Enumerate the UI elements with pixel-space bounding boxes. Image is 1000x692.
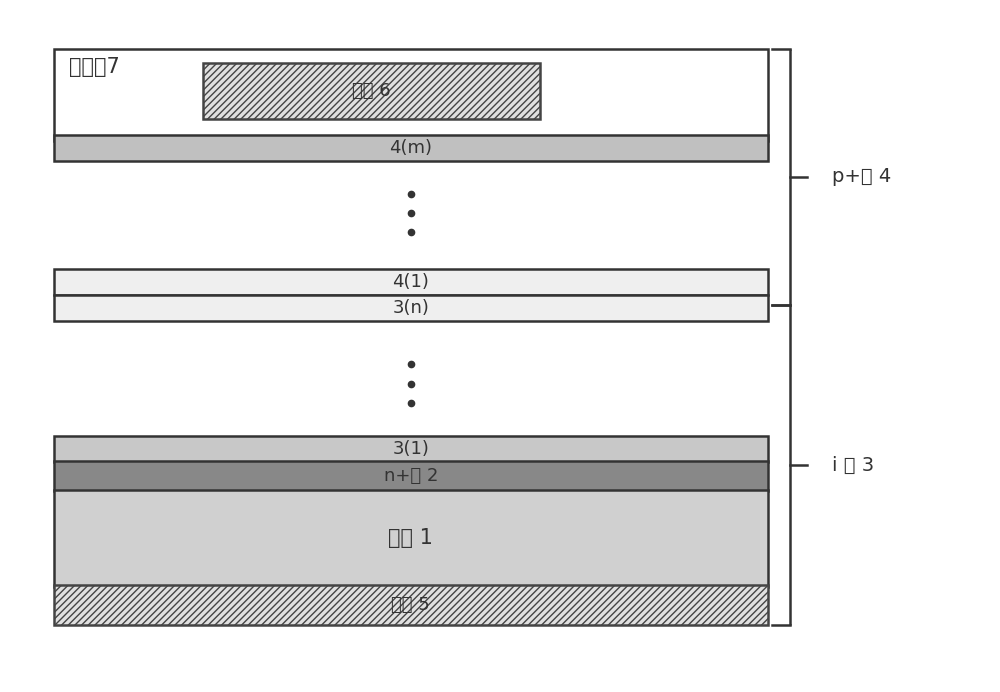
Bar <box>54 136 768 161</box>
Text: 衬底 1: 衬底 1 <box>388 528 433 548</box>
Text: n+层 2: n+层 2 <box>384 467 438 485</box>
Text: 阴极 5: 阴极 5 <box>391 596 430 614</box>
Bar <box>54 436 768 462</box>
Text: 3(n): 3(n) <box>392 299 429 317</box>
Text: i 区 3: i 区 3 <box>832 455 874 475</box>
Text: 阳极 6: 阳极 6 <box>352 82 390 100</box>
Text: 3(1): 3(1) <box>392 440 429 458</box>
Bar <box>54 489 768 587</box>
Bar <box>54 48 768 141</box>
Bar <box>54 295 768 320</box>
Text: p+区 4: p+区 4 <box>832 167 891 186</box>
Bar <box>203 63 540 119</box>
Text: 4(1): 4(1) <box>392 273 429 291</box>
Text: 4(m): 4(m) <box>389 139 432 157</box>
Bar <box>54 585 768 625</box>
Bar <box>54 268 768 295</box>
Text: 钝化层7: 钝化层7 <box>69 57 119 77</box>
Bar <box>54 461 768 491</box>
